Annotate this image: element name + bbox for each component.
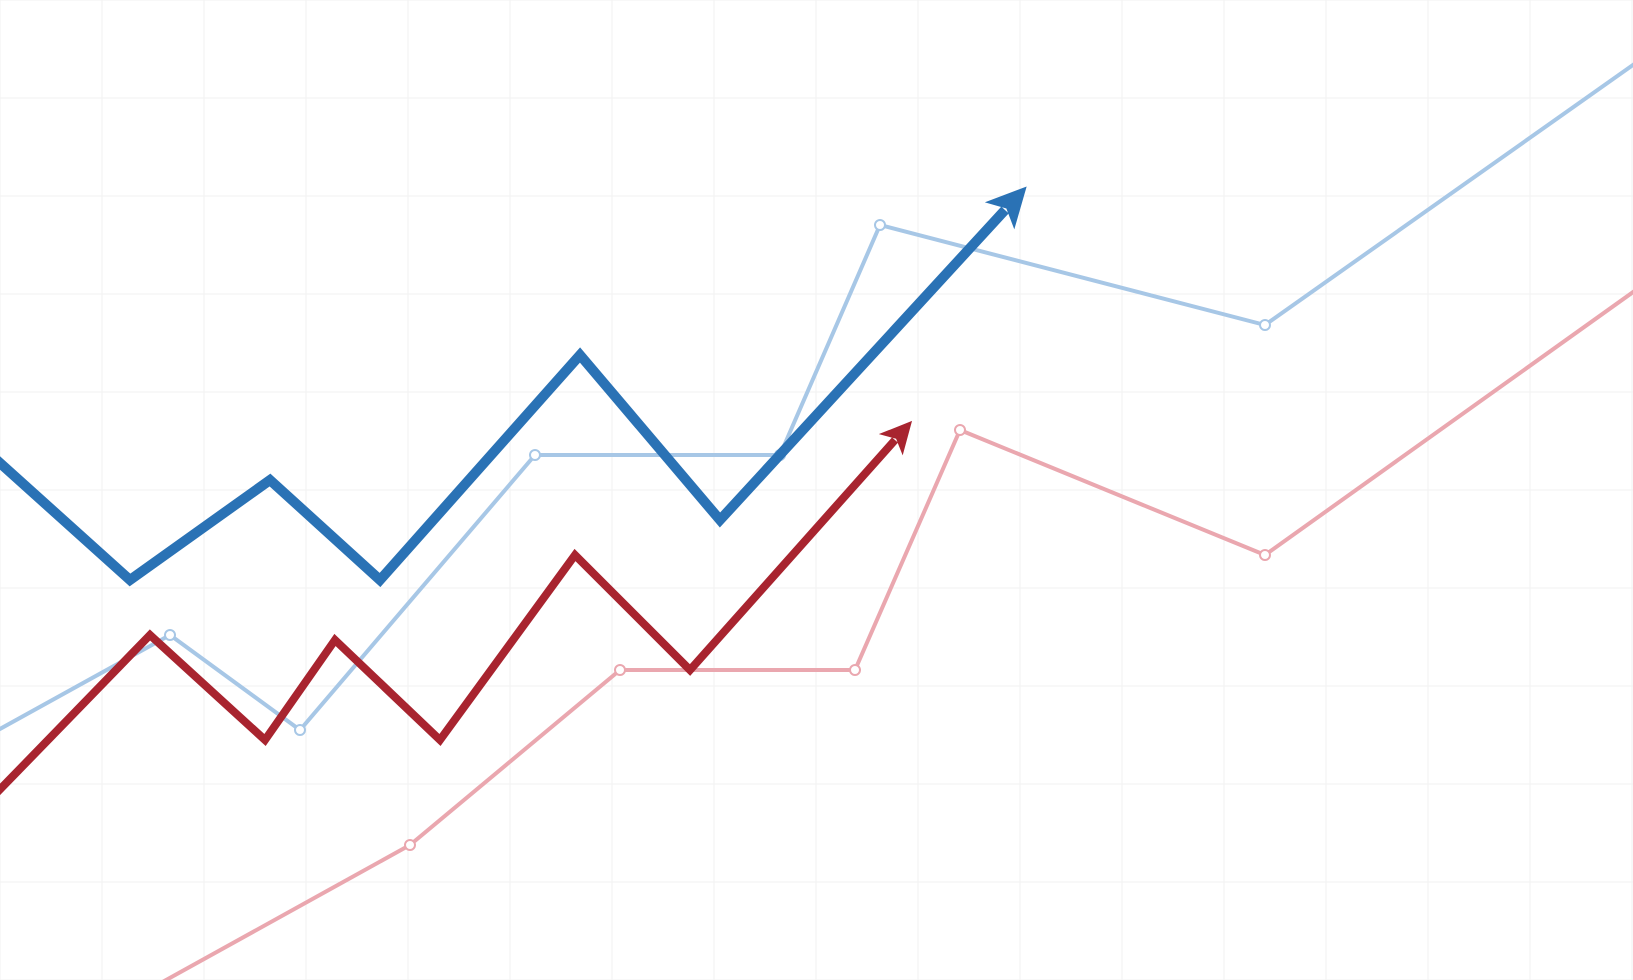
chart-canvas [0,0,1633,980]
series-marker-blue_light-1 [165,630,175,640]
series-marker-pink_light-4 [955,425,965,435]
series-marker-pink_light-1 [405,840,415,850]
series-marker-blue_light-3 [530,450,540,460]
series-marker-blue_light-2 [295,725,305,735]
series-marker-pink_light-5 [1260,550,1270,560]
trend-chart [0,0,1633,980]
series-marker-pink_light-2 [615,665,625,675]
series-marker-blue_light-6 [1260,320,1270,330]
series-marker-pink_light-3 [850,665,860,675]
series-marker-blue_light-5 [875,220,885,230]
